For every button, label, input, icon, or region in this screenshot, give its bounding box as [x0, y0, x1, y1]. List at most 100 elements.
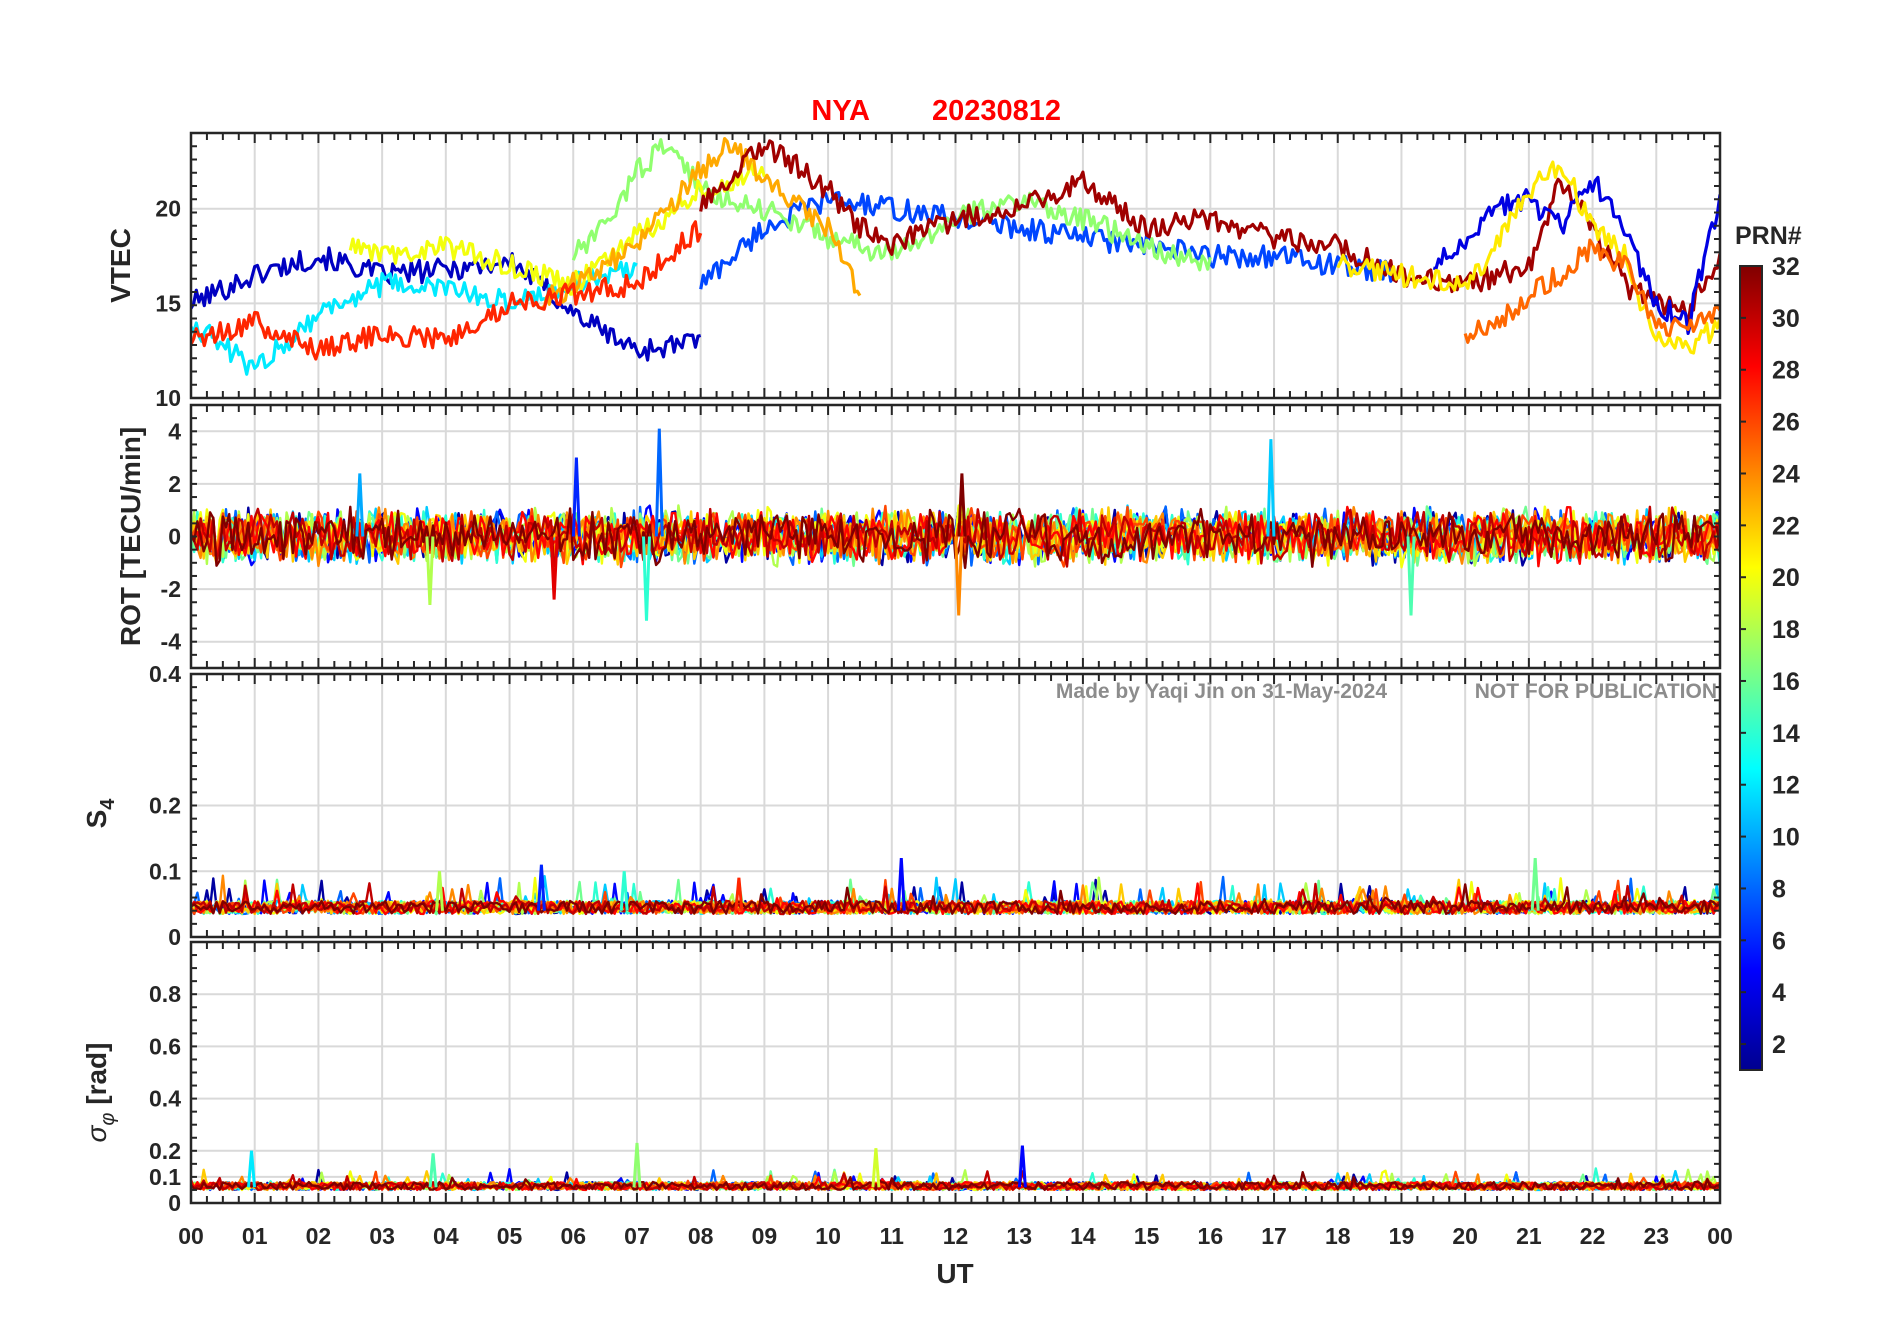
chart-title-date: 20230812 [932, 95, 1061, 127]
s4-y-tick-label: 0.1 [149, 858, 181, 884]
s4-y-tick-label: 0 [168, 924, 181, 950]
panel-data [191, 137, 1720, 376]
x-tick-label: 02 [306, 1223, 332, 1249]
y-axis-title-s4-subscript: 4 [97, 798, 119, 810]
panel-minor-ticks [190, 132, 1721, 399]
sigma_phi-y-tick-label: 0.4 [149, 1086, 181, 1112]
y-axis-title-sigma-symbol: σ [81, 1124, 112, 1142]
vtec-y-tick-label: 15 [155, 290, 181, 316]
rot-spike-prn-11 [1266, 439, 1276, 537]
y-axis-title-sigma-unit: [rad] [81, 1043, 112, 1113]
sigma_phi-y-tick-label: 0 [168, 1190, 181, 1216]
rot-y-tick-label: -4 [161, 629, 182, 655]
y-axis-title-s4-base: S [81, 810, 112, 829]
panel-minor-ticks [190, 941, 1721, 1204]
s4-spike-prn-5 [896, 858, 906, 911]
panel-vtec: 10 15 20 VTEC [105, 131, 1722, 411]
colorbar-tick-label: 4 [1772, 979, 1786, 1007]
vtec-series-prn-17 [571, 138, 1212, 272]
panel-data [191, 858, 1720, 916]
watermark-notice: NOT FOR PUBLICATION [1475, 680, 1717, 703]
colorbar-tick-label: 8 [1772, 875, 1786, 903]
s4-spike-prn-16 [1530, 858, 1540, 911]
x-tick-label: 16 [1198, 1223, 1224, 1249]
x-tick-label: 20 [1452, 1223, 1478, 1249]
x-tick-label: 09 [752, 1223, 778, 1249]
sigma_phi-y-tick-label: 0.1 [149, 1164, 181, 1190]
s4-y-tick-label: 0.2 [149, 793, 181, 819]
x-tick-label: 06 [560, 1223, 586, 1249]
y-axis-title-sigma: σφ [rad] [81, 1043, 119, 1143]
colorbar-tick-label: 22 [1772, 512, 1800, 540]
x-tick-label: 10 [815, 1223, 841, 1249]
s4-spike-prn-27 [734, 877, 744, 911]
vtec-series-prn-21 [1336, 160, 1720, 355]
rot-spike-prn-10 [355, 473, 365, 537]
vtec-series-prn-23 [540, 137, 862, 310]
s4-series-prn-32 [191, 883, 1720, 916]
colorbar-tick-label: 6 [1772, 927, 1786, 955]
colorbar-gradient [1739, 265, 1763, 1071]
y-axis-title-sigma-subscript: φ [97, 1113, 119, 1126]
s4-y-tick-label: 0.4 [149, 661, 181, 687]
colorbar-tick-label: 18 [1772, 616, 1800, 644]
sigma_phi-spike-prn-12 [247, 1150, 256, 1188]
vtec-series-prn-3 [191, 246, 702, 362]
colorbar-tick-label: 30 [1772, 305, 1800, 333]
rot-y-tick-label: 2 [168, 471, 181, 497]
panel-minor-ticks [190, 404, 1721, 669]
x-tick-label: 03 [369, 1223, 395, 1249]
rot-spike-prn-8 [654, 428, 664, 537]
sigma_phi-y-tick-label: 0.2 [149, 1138, 181, 1164]
x-axis: 00 01 02 03 04 05 06 07 08 09 10 11 12 13 14 15 16 17 18 19… [178, 1223, 1733, 1249]
rot-spike-prn-32 [957, 473, 967, 537]
s4-series-prn-30 [191, 882, 1720, 916]
y-axis-title-s4: S4 [81, 798, 119, 829]
vtec-y-tick-label: 20 [155, 196, 181, 222]
rot-y-tick-label: 4 [168, 418, 181, 444]
colorbar-tick-label: 10 [1772, 824, 1800, 852]
y-axis-title-vtec: VTEC [105, 228, 136, 303]
rot-spike-prn-24 [954, 536, 964, 616]
colorbar-tick-label: 12 [1772, 772, 1800, 800]
rot-y-tick-label: -2 [161, 576, 181, 602]
colorbar-tick-label: 24 [1772, 460, 1800, 488]
vtec-series-prn-27 [191, 220, 703, 361]
rot-spike-prn-18 [425, 536, 435, 605]
colorbar-tick-label: 26 [1772, 409, 1800, 437]
vtec-series-prn-7 [699, 191, 1402, 290]
rot-spike-prn-6 [571, 457, 581, 537]
sigma_phi-spike-prn-19 [871, 1148, 881, 1188]
x-tick-label: 11 [880, 1223, 905, 1249]
chart-title-station: NYA [811, 95, 870, 127]
s4-spike-prn-14 [619, 871, 629, 911]
rot-y-tick-label: 0 [168, 524, 181, 550]
x-tick-label: 04 [433, 1223, 459, 1249]
x-tick-label: 17 [1261, 1223, 1287, 1249]
panel-minor-ticks [190, 673, 1721, 938]
x-tick-label: 01 [242, 1223, 268, 1249]
s4-spike-prn-6 [536, 864, 546, 911]
x-tick-label: 19 [1389, 1223, 1415, 1249]
colorbar-tick-label: 20 [1772, 564, 1800, 592]
panel-sigma_phi: 00.10.2 0.4 0.6 0.8 σφ [rad] [81, 940, 1722, 1216]
x-tick-label: 00 [178, 1223, 204, 1249]
colorbar-tick-label: 14 [1772, 720, 1800, 748]
colorbar-tick-label: 28 [1772, 357, 1800, 385]
x-tick-label: 23 [1643, 1223, 1669, 1249]
x-tick-label: 14 [1070, 1223, 1096, 1249]
colorbar-tick-label: 16 [1772, 668, 1800, 696]
colorbar-title: PRN# [1735, 222, 1802, 250]
colorbar-tick-label: 2 [1772, 1031, 1786, 1059]
x-tick-label: 15 [1134, 1223, 1160, 1249]
rot-spike-prn-29 [549, 536, 559, 600]
sigma_phi-series-prn-32 [191, 1171, 1720, 1192]
x-tick-label: 07 [624, 1223, 650, 1249]
panel-s4: 0 0.1 0.2 0.4 S4 [81, 661, 1722, 950]
panel-rot: -4 -2 0 2 4 ROT [TECU/min] [115, 403, 1722, 670]
sigma_phi-spike-prn-15 [428, 1153, 438, 1188]
vtec-series-prn-31 [699, 139, 1720, 325]
vtec-series-prn-20 [348, 161, 766, 296]
